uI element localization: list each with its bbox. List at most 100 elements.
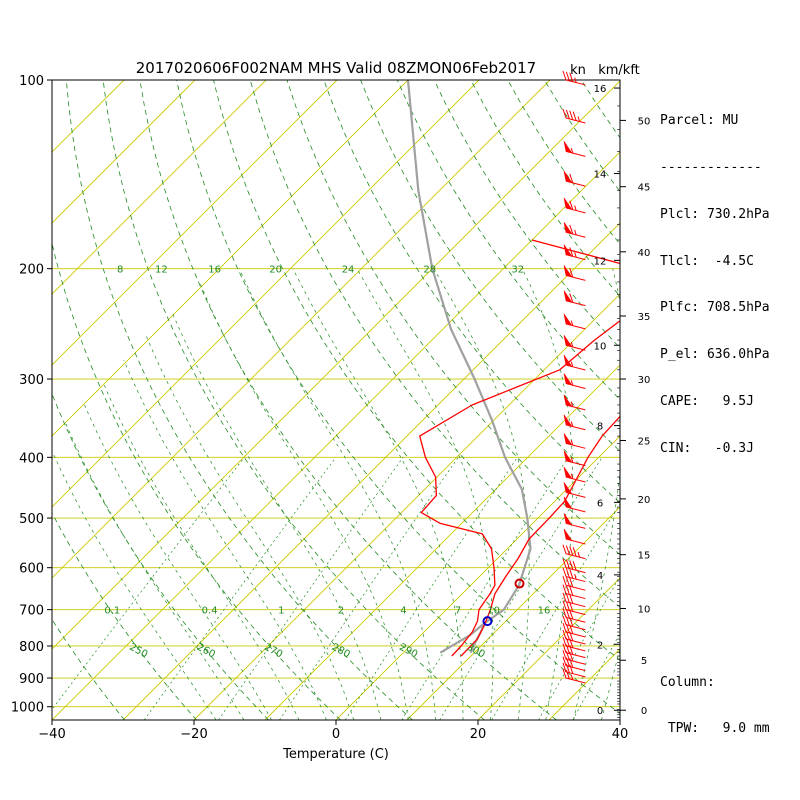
lfc-marker [514, 578, 525, 589]
wind-barb-full [565, 616, 570, 626]
wind-barb-half [570, 674, 574, 680]
dry-adiabat [65, 80, 413, 720]
wind-barb-half [570, 401, 574, 407]
parcel-info-line: P_el: 636.0hPa [660, 347, 770, 363]
dry-adiabat [176, 80, 620, 715]
moist-adiabat [433, 268, 530, 720]
wind-barb-flag [563, 354, 573, 367]
background-grid [52, 80, 620, 720]
wind-barb [563, 313, 586, 330]
mixing-ratio-label: 0.1 [104, 606, 120, 617]
wind-barb-full [569, 586, 574, 596]
wind-barb [563, 141, 586, 157]
wind-barb-full [562, 576, 567, 586]
isotherm-line [52, 80, 620, 650]
wind-barb-full [562, 650, 567, 660]
wind-barb-full [562, 608, 567, 618]
km-tick-label: 12 [594, 256, 607, 267]
wind-barb [562, 608, 586, 623]
wind-barb [562, 636, 586, 652]
wind-barb-full [565, 669, 570, 680]
wind-barb-flag [563, 414, 573, 427]
wind-barb [562, 544, 586, 560]
pressure-tick-label: 600 [19, 562, 44, 577]
wind-barb-full [562, 643, 567, 653]
pressure-tick-label: 1000 [11, 701, 44, 716]
kft-tick-label: 40 [638, 248, 651, 259]
wind-barb-full [562, 108, 567, 119]
moist-adiabat [123, 360, 327, 720]
km-tick-label: 10 [594, 341, 607, 352]
kft-tick-label: 50 [638, 116, 651, 127]
wind-barb-full [565, 650, 570, 661]
wind-barb-full [565, 630, 570, 641]
wind-barb-full [569, 560, 574, 570]
wind-barb-flag [563, 433, 573, 446]
wind-barb-full [565, 568, 570, 578]
km-tick-label: 2 [597, 640, 603, 651]
kft-tick-label: 45 [638, 183, 651, 194]
wind-barb [562, 656, 586, 672]
x-axis-label: Temperature (C) [282, 747, 389, 762]
isotherm-line [122, 222, 620, 720]
wind-barb-full [565, 576, 570, 587]
parcel-info-line: Plfc: 708.5hPa [660, 300, 770, 316]
wind-barb-full [569, 569, 574, 579]
wind-barb [563, 170, 586, 187]
wind-barb-flag [563, 222, 573, 235]
wind-barb [562, 622, 586, 638]
wind-barb-full [562, 615, 567, 625]
kft-tick-label: 5 [641, 656, 647, 667]
moist-adiabat [239, 268, 436, 720]
wind-barb-flag [563, 482, 573, 495]
moist-adiabat [103, 383, 300, 720]
wind-barb-flag [563, 466, 573, 479]
wind-barb-full [565, 663, 570, 673]
moist-adiabat [521, 268, 574, 720]
km-tick-label: 0 [597, 706, 603, 717]
wind-barb-full [562, 656, 567, 666]
wind-barb [563, 394, 586, 411]
mixing-ratio-label: 2 [338, 606, 344, 617]
kft-tick-label: 0 [641, 706, 647, 717]
km-tick-label: 16 [594, 84, 607, 95]
wind-barb-full [569, 200, 574, 210]
wind-barb [563, 482, 586, 498]
wind-barb-full [569, 293, 574, 303]
wind-barb-half [570, 147, 574, 154]
wind-barb-flag [563, 528, 573, 541]
wind-barb-full [562, 662, 567, 673]
pressure-tick-label: 100 [19, 74, 44, 89]
wind-barb-full [569, 638, 574, 648]
moist-adiabat [64, 420, 245, 720]
isotherm-line [264, 364, 620, 720]
parcel-info-line: CIN: -0.3J [660, 440, 754, 456]
wind-barb-full [565, 71, 570, 82]
temperature-tick-label: −20 [180, 727, 207, 742]
wind-barb-flag [563, 197, 573, 210]
wind-barb-flag [563, 513, 573, 526]
wind-barb [563, 290, 586, 307]
mixing-ratio-line [218, 457, 404, 720]
wind-barb-full [569, 224, 574, 235]
wind-barb-full [562, 70, 567, 81]
pressure-tick-label: 500 [19, 512, 44, 527]
wind-barb [563, 513, 586, 529]
wind-barb-full [562, 622, 567, 633]
mixing-ratio-label: 1 [278, 606, 284, 617]
mixing-ratio-label: 4 [400, 606, 406, 617]
wind-barb-flag [563, 335, 573, 348]
isotherm-line [52, 151, 620, 720]
dry-adiabat-label: 280 [330, 642, 352, 661]
mixing-ratio-label: 20 [269, 265, 282, 276]
parcel-info-line: Plcl: 730.2hPa [660, 206, 770, 222]
wind-barb [563, 450, 586, 467]
wind-barb [562, 629, 586, 645]
wind-barb-full [569, 72, 574, 82]
dry-adiabat [52, 618, 125, 720]
wind-barb-full [565, 601, 570, 611]
dry-adiabat-label: 250 [127, 642, 149, 661]
wind-barb [563, 265, 586, 281]
